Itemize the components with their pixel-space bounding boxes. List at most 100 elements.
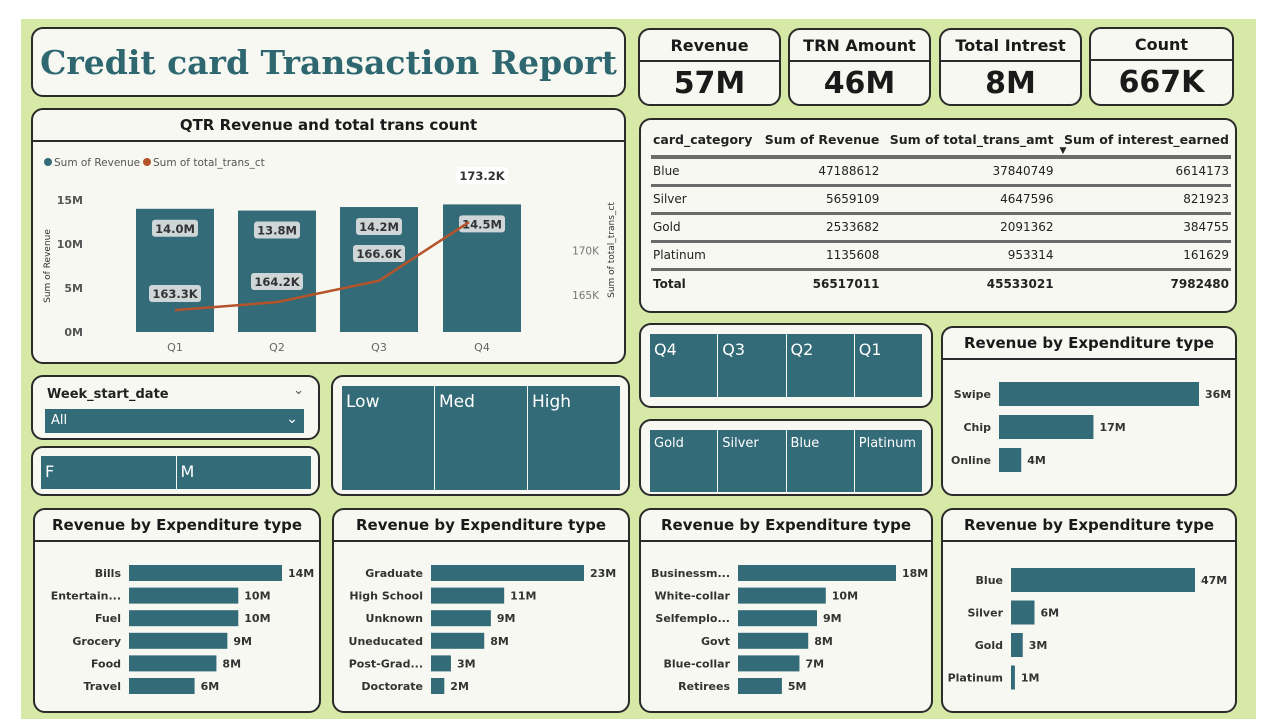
trans-count-line[interactable] [174,220,470,312]
revenue-data-label: 14.2M [359,220,399,234]
chevron-down-icon[interactable]: ⌄ [293,383,304,398]
table-cell: 2091362 [881,213,1056,243]
bar[interactable] [431,632,485,649]
y-axis-title: Sum of Revenue [43,229,53,303]
bar[interactable] [129,565,282,581]
card-category-table-card: card_category Sum of Revenue Sum of tota… [639,118,1237,313]
bar[interactable] [1011,665,1015,690]
slicer-tile-m[interactable]: M [176,456,311,489]
table-cell: 384755 [1055,213,1231,243]
table-row: Platinum 1135608 953314 161629 [651,241,1231,270]
bar[interactable] [431,655,451,672]
bar[interactable] [1011,600,1035,625]
y-tick-label: 15M [57,194,83,207]
bar[interactable] [431,678,445,694]
bar[interactable] [129,587,239,604]
table-cell: Blue [651,157,759,187]
kpi-label: Total Intrest [955,36,1066,55]
bar[interactable] [431,587,505,604]
bar[interactable] [738,587,826,604]
card-category-slicer-card: Gold Silver Blue Platinum [639,419,933,496]
slicer-tile-med[interactable]: Med [435,386,528,490]
bar-value-label: 18M [902,567,928,580]
week-dropdown[interactable]: All ⌄ [45,409,304,433]
slicer-tile-q4[interactable]: Q4 [650,334,719,397]
report-title-card: Credit card Transaction Report [31,27,626,97]
table-cell: Total [651,267,759,297]
legend-count-label[interactable]: Sum of total_trans_ct [153,157,265,169]
bar-chart-card-1: Revenue by Expenditure type Swipe 36M Chip… [941,326,1237,496]
bar-value-label: 17M [1099,421,1125,434]
bar-value-label: 47M [1201,574,1227,587]
y2-axis-title: Sum of total_trans_ct [607,202,617,298]
kpi-label: Count [1134,35,1189,54]
bar-category-label: Silver [967,607,1003,620]
slicer-tile-q2[interactable]: Q2 [786,334,855,397]
table-header[interactable]: Sum of total_trans_amt [881,128,1056,159]
table-row: Silver 5659109 4647596 821923 [651,185,1231,215]
bar-category-label: Food [91,657,121,670]
slicer-tile-high[interactable]: High [528,386,620,490]
bar[interactable] [1011,568,1195,592]
kpi-count-card: Count 667K [1089,27,1234,106]
slicer-tile-q3[interactable]: Q3 [718,334,787,397]
revenue-data-label-bg [254,221,300,239]
bar[interactable] [738,632,809,649]
legend-revenue-marker [44,158,52,166]
bar[interactable] [738,678,782,694]
y2-tick-label: 165K [572,290,600,302]
bar-value-label: 8M [814,635,833,648]
bar[interactable] [999,415,1094,439]
table-header[interactable]: card_category [651,128,759,159]
revenue-data-label-bg [356,218,402,236]
y2-tick-label: 170K [572,246,600,258]
bar-value-label: 2M [450,680,469,693]
slicer-tile-silver[interactable]: Silver [718,430,787,492]
slicer-tile-blue[interactable]: Blue [786,430,855,492]
bar[interactable] [129,632,228,649]
table-cell: 821923 [1055,185,1231,215]
count-data-label-bg [456,167,508,184]
legend-revenue-label[interactable]: Sum of Revenue [54,157,140,169]
revenue-data-label: 14.5M [462,217,502,231]
bar[interactable] [999,448,1022,472]
card-category-table: card_category Sum of Revenue Sum of tota… [651,128,1231,297]
bar[interactable] [738,655,800,672]
bar-value-label: 8M [490,635,509,648]
bar-value-label: 1M [1021,672,1040,685]
bar[interactable] [431,565,584,581]
table-cell: 161629 [1055,241,1231,270]
bar[interactable] [129,678,195,694]
quarter-slicer-card: Q4 Q3 Q2 Q1 [639,323,933,408]
slicer-tile-low[interactable]: Low [342,386,435,490]
chart-title: Revenue by Expenditure type [355,516,607,534]
bar[interactable] [738,610,817,627]
revenue-data-label: 13.8M [257,224,297,238]
bar-chart-svg: Swipe 36M Chip 17M Online 4M [951,382,1231,472]
bar[interactable] [431,610,491,627]
slicer-tile-gold[interactable]: Gold [650,430,719,492]
bar[interactable] [999,382,1199,406]
bar[interactable] [738,565,896,581]
bar[interactable] [1011,633,1023,657]
bar[interactable] [129,610,239,627]
bar[interactable] [129,655,217,672]
slicer-tile-f[interactable]: F [41,456,177,489]
x-tick-label: Q1 [167,341,183,354]
bar-category-label: Travel [83,680,121,693]
x-tick-label: Q4 [474,341,490,354]
bar-category-label: Blue-collar [664,657,731,670]
table-cell: 4647596 [881,185,1056,215]
gender-slicer-card: F M [31,446,320,496]
slicer-tile-q1[interactable]: Q1 [854,334,922,397]
table-cell: 5659109 [758,185,882,215]
table-cell: 1135608 [758,241,882,270]
slicer-tile-platinum[interactable]: Platinum [854,430,922,492]
table-header[interactable]: Sum of Revenue [758,128,882,159]
table-header-sorted[interactable]: Sum of interest_earned ▼ [1055,128,1231,159]
y-tick-label: 10M [57,238,83,251]
bar-category-label: Unknown [366,612,423,625]
x-tick-label: Q2 [269,341,285,354]
bar-value-label: 10M [244,612,270,625]
table-row: Blue 47188612 37840749 6614173 [651,157,1231,187]
